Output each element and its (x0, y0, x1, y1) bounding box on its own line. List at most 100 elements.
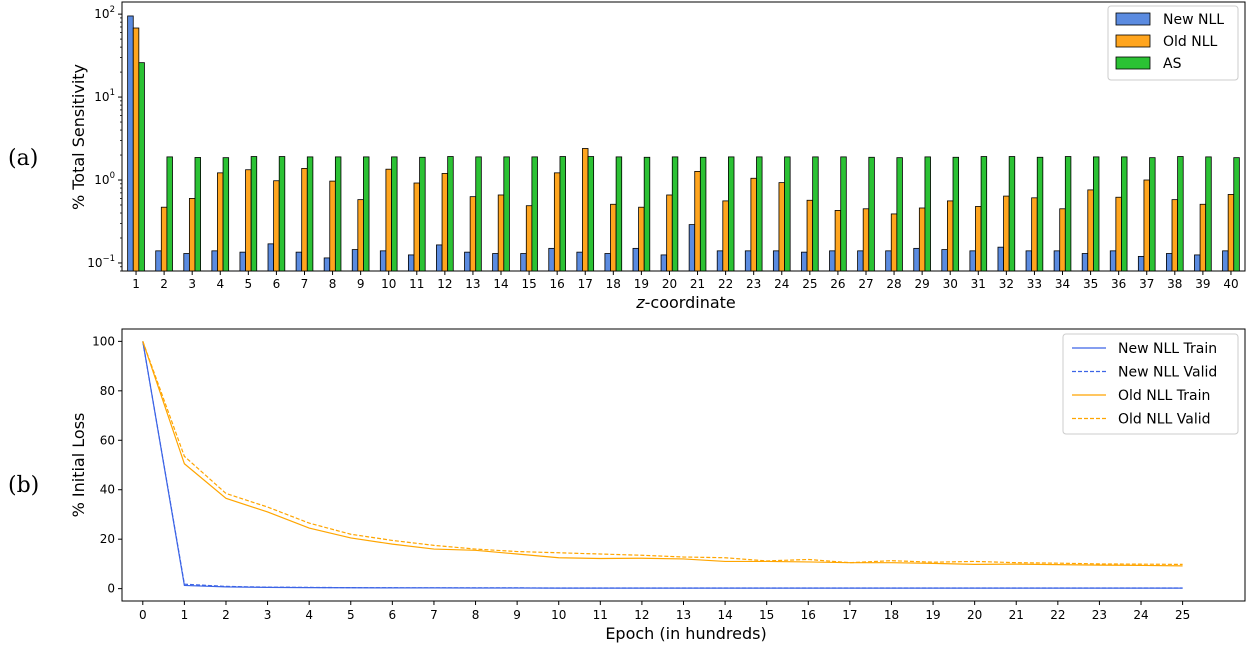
x-tick-label: 5 (245, 277, 253, 291)
bar-new-nll-1 (127, 15, 134, 272)
bar-old-nll-2 (160, 206, 168, 272)
x-tick-label: 10 (381, 277, 396, 291)
bar-as-8 (334, 156, 342, 272)
bar-old-nll-24 (778, 182, 785, 272)
legend-swatch (1115, 34, 1151, 48)
bar-old-nll-34 (1059, 208, 1066, 272)
x-tick-label: 18 (606, 277, 621, 291)
bar-old-nll-37 (1143, 179, 1150, 272)
x-tick-label: 24 (1133, 608, 1148, 622)
bar-chart-x-axis-label: z-coordinate (635, 293, 736, 312)
bar-old-nll-32 (1003, 195, 1010, 272)
x-tick-label: 11 (593, 608, 608, 622)
bar-old-nll-14 (497, 194, 505, 272)
line-chart-y-ticks: 0 20 40 60 80 100 (92, 334, 122, 596)
sensitivity-bar-chart: 1 2 3 4 5 6 7 8 9 10 11 12 13 14 15 16 17 18 19 20 21 22 23 24 2… (69, 1, 1246, 312)
x-tick-label: 16 (801, 608, 816, 622)
bar-new-nll-11 (407, 254, 415, 272)
bar-as-14 (503, 156, 510, 272)
bar-as-18 (615, 156, 623, 272)
bar-old-nll-10 (385, 168, 392, 272)
bar-as-1 (138, 62, 145, 272)
x-tick-label: 23 (746, 277, 761, 291)
bar-as-4 (222, 157, 230, 272)
bar-old-nll-40 (1227, 194, 1235, 272)
bar-as-26 (840, 156, 847, 272)
x-tick-label: 13 (676, 608, 691, 622)
line-chart-y-axis-label: % Initial Loss (69, 413, 88, 518)
bar-old-nll-1 (132, 27, 140, 272)
bar-as-7 (306, 156, 314, 272)
bar-as-19 (643, 156, 651, 272)
bar-old-nll-36 (1115, 196, 1122, 272)
y-tick-label: 0 (107, 582, 115, 596)
x-tick-label: 2 (160, 277, 168, 291)
legend-label: New NLL Valid (1118, 365, 1217, 381)
legend-label: New NLL (1163, 12, 1224, 28)
bar-new-nll-10 (379, 250, 387, 272)
bar-new-nll-38 (1166, 253, 1173, 272)
bar-old-nll-28 (890, 213, 898, 272)
bar-as-22 (728, 156, 735, 272)
x-tick-label: 13 (465, 277, 480, 291)
x-tick-label: 2 (222, 608, 230, 622)
bar-new-nll-18 (604, 253, 611, 272)
bar-new-nll-35 (1081, 253, 1089, 272)
bar-old-nll-15 (525, 205, 533, 272)
bar-chart-frame (121, 1, 1246, 272)
bar-old-nll-4 (217, 172, 224, 272)
line-chart-legend: New NLL Train New NLL Valid Old NLL Train O… (1062, 333, 1239, 435)
x-tick-label: 9 (513, 608, 521, 622)
legend-label: Old NLL (1163, 34, 1218, 50)
x-tick-label: 1 (132, 277, 140, 291)
x-tick-label: 17 (578, 277, 593, 291)
x-tick-label: 12 (437, 277, 452, 291)
bar-new-nll-15 (520, 253, 527, 272)
bar-old-nll-17 (582, 148, 589, 272)
loss-line-chart: 0 1 2 3 4 5 6 7 8 9 10 11 12 13 14 15 16 17 18 19 20 21 22 23 24… (69, 328, 1246, 643)
x-tick-label: 3 (264, 608, 272, 622)
x-tick-label: 40 (1223, 277, 1238, 291)
bar-old-nll-16 (553, 172, 561, 272)
bar-chart-x-ticks: 1 2 3 4 5 6 7 8 9 10 11 12 13 14 15 16 17 18 19 20 21 22 23 24 2… (132, 271, 1239, 291)
x-tick-label: 31 (971, 277, 986, 291)
bar-as-6 (278, 156, 286, 272)
bar-as-5 (250, 156, 258, 272)
y-tick-label: 101 (94, 88, 115, 104)
line-series-group (142, 341, 1183, 589)
bar-new-nll-9 (351, 249, 359, 272)
x-tick-label: 38 (1167, 277, 1182, 291)
bar-old-nll-39 (1199, 203, 1207, 272)
x-tick-label: 5 (347, 608, 355, 622)
bar-as-34 (1064, 156, 1072, 272)
y-tick-label: 20 (100, 532, 115, 546)
bar-as-2 (166, 156, 173, 272)
x-tick-label: 25 (802, 277, 817, 291)
panel-label-b: (b) (8, 473, 39, 498)
x-tick-label: 10 (551, 608, 566, 622)
bar-old-nll-30 (947, 200, 954, 272)
y-tick-label: 10−1 (87, 254, 115, 270)
bar-as-39 (1205, 156, 1212, 272)
bar-new-nll-31 (969, 250, 976, 272)
bar-new-nll-36 (1109, 250, 1117, 272)
bar-old-nll-27 (862, 208, 870, 272)
x-tick-label: 37 (1139, 277, 1154, 291)
bar-new-nll-12 (436, 244, 443, 272)
bar-as-33 (1036, 156, 1044, 272)
x-tick-label: 22 (1050, 608, 1065, 622)
bar-as-11 (419, 156, 426, 272)
bar-old-nll-8 (329, 180, 336, 272)
bar-new-nll-37 (1137, 255, 1145, 272)
x-tick-label: 24 (774, 277, 789, 291)
bar-chart-y-axis-label: % Total Sensitivity (69, 64, 88, 210)
x-tick-label: 21 (690, 277, 705, 291)
bar-old-nll-20 (666, 194, 673, 272)
x-tick-label: 20 (967, 608, 982, 622)
x-tick-label: 17 (842, 608, 857, 622)
bar-new-nll-5 (239, 251, 246, 272)
bar-as-9 (363, 156, 370, 272)
x-tick-label: 30 (943, 277, 958, 291)
bar-as-29 (924, 156, 931, 272)
bar-old-nll-18 (610, 203, 617, 272)
